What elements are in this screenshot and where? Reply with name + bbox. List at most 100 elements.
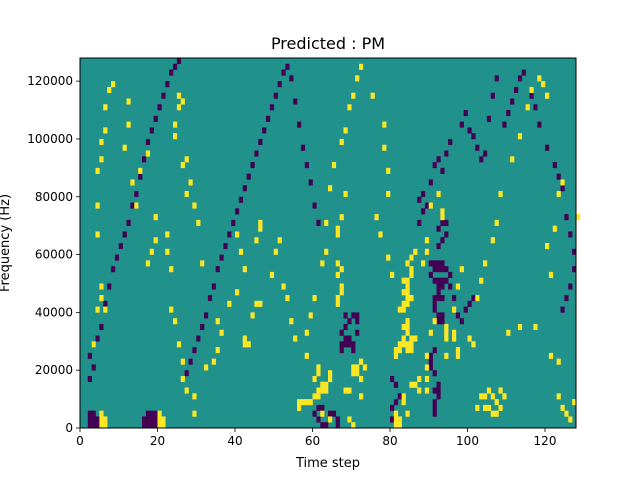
low-cell [173,63,178,70]
high-cell [289,318,294,325]
y-tick-label: 120000 [27,74,73,88]
high-cell [180,162,185,169]
low-cell [343,341,348,348]
high-cell [351,422,356,429]
high-cell [355,75,360,82]
high-cell [359,393,364,400]
high-cell [401,289,406,296]
high-cell [184,387,189,394]
high-cell [312,375,317,383]
low-cell [436,289,441,296]
low-cell [490,92,495,99]
high-cell [153,237,158,244]
high-cell [525,104,530,111]
high-cell [204,364,209,371]
high-cell [331,162,337,169]
high-cell [397,347,402,354]
low-cell [568,283,573,290]
high-cell [320,387,325,394]
low-cell [331,410,337,417]
high-cell [103,422,108,429]
high-cell [176,92,182,99]
high-cell [242,266,247,273]
y-tick-label: 80000 [35,190,73,204]
high-cell [424,352,430,359]
high-cell [320,410,325,417]
high-cell [359,358,364,365]
high-cell [176,341,182,348]
high-cell [560,404,565,411]
high-cell [180,375,185,383]
high-cell [556,190,561,198]
high-cell [347,387,352,394]
low-cell [440,295,445,302]
high-cell [316,387,321,394]
low-cell [235,208,240,215]
high-cell [138,167,143,174]
high-cell [409,254,414,261]
high-cell [335,300,340,307]
high-cell [351,92,356,99]
low-cell [95,335,100,342]
high-cell [393,416,399,423]
high-cell [173,121,178,128]
high-cell [180,98,185,105]
low-cell [351,312,356,319]
high-cell [409,347,414,354]
high-cell [95,231,100,238]
low-cell [161,92,166,99]
high-cell [483,260,488,267]
y-axis-label: Frequency (Hz) [0,194,13,292]
high-cell [246,341,251,348]
low-cell [335,416,340,423]
high-cell [339,214,344,221]
low-cell [452,295,457,302]
high-cell [165,231,170,238]
high-cell [409,271,414,278]
high-cell [258,225,263,232]
high-cell [490,393,495,400]
high-cell [390,271,395,278]
high-cell [409,381,414,388]
low-cell [266,115,271,122]
high-cell [405,277,410,284]
high-cell [359,63,364,70]
low-cell [463,110,468,117]
low-cell [432,300,437,307]
low-cell [428,358,433,365]
low-cell [347,318,352,325]
high-cell [269,271,275,278]
high-cell [405,410,410,417]
low-cell [87,422,92,429]
high-cell [161,416,166,423]
high-cell [254,300,259,307]
high-cell [355,370,360,377]
high-cell [184,156,189,163]
high-cell [467,335,472,342]
high-cell [541,81,546,88]
high-cell [545,92,550,99]
high-cell [386,167,391,174]
high-cell [397,422,402,429]
low-cell [502,121,507,128]
low-cell [444,266,449,273]
high-cell [169,306,174,313]
low-cell [506,110,511,117]
high-cell [382,121,387,128]
low-cell [320,422,325,429]
low-cell [145,422,151,429]
high-cell [339,266,344,273]
low-cell [440,167,445,174]
low-cell [421,190,426,198]
low-cell [157,104,162,111]
high-cell [459,266,464,273]
high-cell [576,214,581,221]
low-cell [355,312,360,319]
high-cell [393,352,399,359]
low-cell [560,306,565,313]
high-cell [455,352,461,359]
low-cell [432,404,437,411]
high-cell [393,410,399,417]
low-cell [149,416,154,423]
low-cell [111,266,116,273]
